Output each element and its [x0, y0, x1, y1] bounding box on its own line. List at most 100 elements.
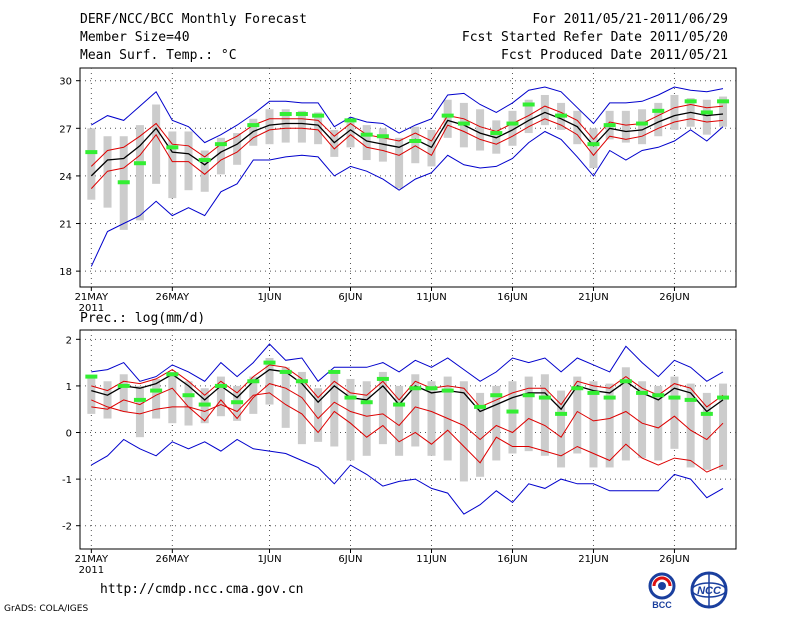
obs-marker — [133, 161, 146, 166]
x-tick-label: 11JUN — [416, 554, 446, 565]
spread-box — [395, 385, 404, 456]
obs-marker — [376, 134, 389, 139]
obs-marker — [198, 158, 211, 163]
obs-marker — [490, 131, 503, 136]
bcc-logo: BCC — [648, 572, 676, 610]
series-member-min — [91, 438, 724, 515]
spread-box — [508, 110, 517, 146]
obs-marker — [684, 397, 697, 402]
spread-box — [540, 374, 549, 456]
obs-marker — [247, 123, 260, 128]
obs-marker — [474, 404, 487, 409]
obs-marker — [538, 395, 551, 400]
spread-box — [346, 378, 355, 461]
spread-box — [686, 383, 695, 468]
spread-box — [443, 99, 452, 138]
spread-box — [557, 390, 566, 468]
spread-box — [119, 374, 128, 412]
x-year-label: 2011 — [79, 303, 104, 314]
obs-marker — [700, 110, 713, 115]
y-tick-label: 0 — [66, 429, 72, 440]
obs-marker — [312, 113, 325, 118]
bcc-logo-text: BCC — [652, 600, 672, 610]
x-tick-label: 16JUN — [497, 292, 527, 303]
obs-marker — [441, 388, 454, 393]
series-ensemble-mean — [90, 111, 724, 177]
obs-marker — [603, 123, 616, 128]
obs-marker — [360, 132, 373, 137]
member-size-label: Member Size=40 — [80, 30, 190, 45]
spread-box — [654, 385, 663, 461]
spread-box — [638, 109, 647, 145]
y-tick-label: 30 — [59, 77, 72, 88]
spread-box — [621, 367, 630, 461]
obs-marker — [717, 395, 730, 400]
y-tick-label: 21 — [59, 220, 72, 231]
obs-marker — [636, 121, 649, 126]
y-tick-label: -2 — [62, 522, 72, 533]
obs-marker — [506, 121, 519, 126]
panel-frame-1 — [79, 67, 737, 288]
obs-marker — [328, 369, 341, 374]
series-ensemble-mean — [91, 368, 724, 413]
spread-box — [459, 381, 468, 482]
x-tick-label: 6JUN — [338, 554, 362, 565]
spread-box — [281, 367, 290, 428]
obs-marker — [150, 388, 163, 393]
spread-box — [103, 381, 112, 419]
spread-box — [427, 381, 436, 456]
obs-marker — [457, 121, 470, 126]
obs-marker — [409, 386, 422, 391]
x-tick-label: 21MAY — [75, 554, 109, 565]
spread-box — [135, 385, 144, 438]
obs-marker — [117, 383, 130, 388]
spread-box — [670, 376, 679, 449]
obs-marker — [555, 411, 568, 416]
spread-box — [297, 110, 306, 143]
spread-box — [589, 128, 598, 168]
obs-marker — [587, 142, 600, 147]
obs-marker — [214, 383, 227, 388]
spread-box — [540, 94, 549, 126]
spread-box — [702, 392, 711, 470]
spread-box — [508, 381, 517, 454]
spread-box — [605, 383, 614, 468]
spread-box — [589, 381, 598, 468]
obs-marker — [700, 411, 713, 416]
spread-box — [168, 371, 177, 424]
panel-frame-2 — [79, 329, 737, 550]
ncc-logo-text: NCC — [697, 585, 722, 597]
obs-marker — [214, 142, 227, 147]
obs-marker — [198, 402, 211, 407]
x-tick-label: 26JUN — [659, 292, 689, 303]
obs-marker — [409, 139, 422, 143]
x-tick-label: 16JUN — [497, 554, 527, 565]
obs-marker — [393, 402, 406, 407]
obs-marker — [636, 390, 649, 395]
spread-box — [702, 99, 711, 135]
x-tick-label: 1JUN — [257, 292, 281, 303]
x-tick-label: 11JUN — [416, 292, 446, 303]
series-upper-spread — [91, 364, 724, 408]
spread-box — [427, 129, 436, 167]
y-tick-label: -1 — [62, 475, 72, 486]
ncc-logo: NCC — [690, 571, 728, 609]
obs-marker — [441, 113, 454, 118]
spread-box — [524, 376, 533, 452]
spread-box — [362, 125, 371, 161]
series-member-max — [91, 343, 724, 383]
spread-box — [216, 137, 225, 175]
obs-marker — [506, 409, 519, 414]
obs-marker — [279, 369, 292, 374]
forecast-period: For 2011/05/21-2011/06/29 — [532, 12, 728, 27]
spread-box — [87, 128, 96, 200]
spread-box — [135, 125, 144, 221]
spread-box — [638, 381, 647, 459]
spread-box — [168, 131, 177, 199]
obs-marker — [555, 113, 568, 118]
spread-box — [524, 99, 533, 134]
series-lower-spread — [91, 383, 724, 441]
website-url[interactable]: http://cmdp.ncc.cma.gov.cn — [100, 582, 304, 597]
spread-box — [265, 109, 274, 145]
